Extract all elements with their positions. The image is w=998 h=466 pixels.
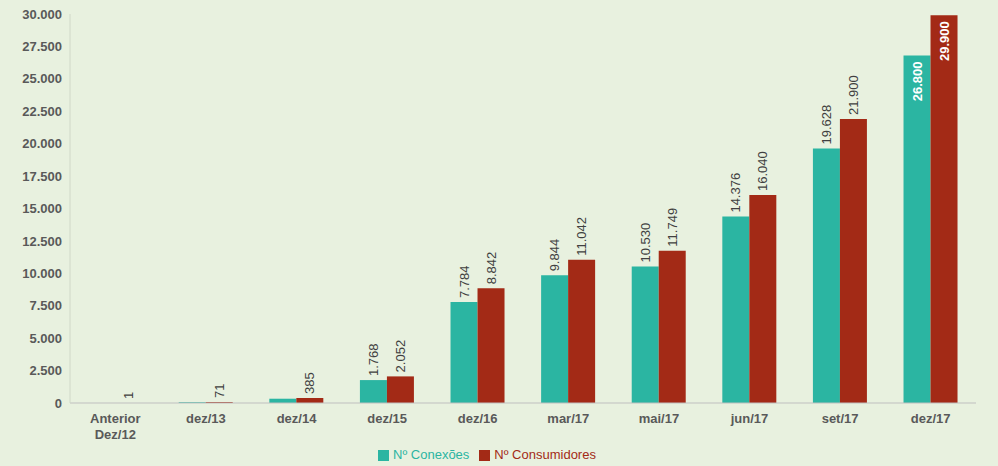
svg-text:26.800: 26.800 [910,61,925,101]
svg-text:1.768: 1.768 [366,344,381,377]
svg-text:8.842: 8.842 [484,252,499,285]
svg-text:12.500: 12.500 [22,234,62,249]
svg-text:22.500: 22.500 [22,104,62,119]
svg-text:1: 1 [121,392,136,399]
svg-text:2.052: 2.052 [393,340,408,373]
svg-text:jun/17: jun/17 [730,411,769,426]
svg-text:15.000: 15.000 [22,201,62,216]
html-text:Nº Conexões: Nº Conexões [393,447,470,462]
svg-text:25.000: 25.000 [22,71,62,86]
svg-text:385: 385 [302,372,317,394]
svg-text:dez/16: dez/16 [458,411,498,426]
svg-text:5.000: 5.000 [29,331,62,346]
svg-text:9.844: 9.844 [547,239,562,272]
svg-text:set/17: set/17 [822,411,859,426]
svg-text:11.042: 11.042 [574,217,589,256]
svg-text:2.500: 2.500 [29,363,62,378]
svg-text:10.530: 10.530 [638,223,653,263]
svg-text:27.500: 27.500 [22,39,62,54]
svg-text:mar/17: mar/17 [547,411,589,426]
svg-text:30.000: 30.000 [22,7,62,22]
svg-text:20.000: 20.000 [22,136,62,151]
svg-text:16.040: 16.040 [755,151,770,191]
svg-text:17.500: 17.500 [22,169,62,184]
svg-text:21.900: 21.900 [846,75,861,115]
svg-text:dez/13: dez/13 [186,411,226,426]
svg-text:AnteriorDez/12: AnteriorDez/12 [90,411,141,442]
svg-text:dez/17: dez/17 [911,411,951,426]
html-text:Nº Consumidores: Nº Consumidores [494,447,596,462]
svg-text:dez/15: dez/15 [367,411,407,426]
svg-text:29.900: 29.900 [937,21,952,61]
svg-text:7.784: 7.784 [457,266,472,299]
svg-text:19.628: 19.628 [819,105,834,145]
svg-text:7.500: 7.500 [29,298,62,313]
svg-text:14.376: 14.376 [728,173,743,213]
svg-text:mai/17: mai/17 [639,411,679,426]
svg-text:dez/14: dez/14 [277,411,318,426]
svg-text:11.749: 11.749 [665,208,680,247]
svg-text:10.000: 10.000 [22,266,62,281]
svg-text:71: 71 [212,384,227,398]
svg-text:0: 0 [55,396,62,411]
